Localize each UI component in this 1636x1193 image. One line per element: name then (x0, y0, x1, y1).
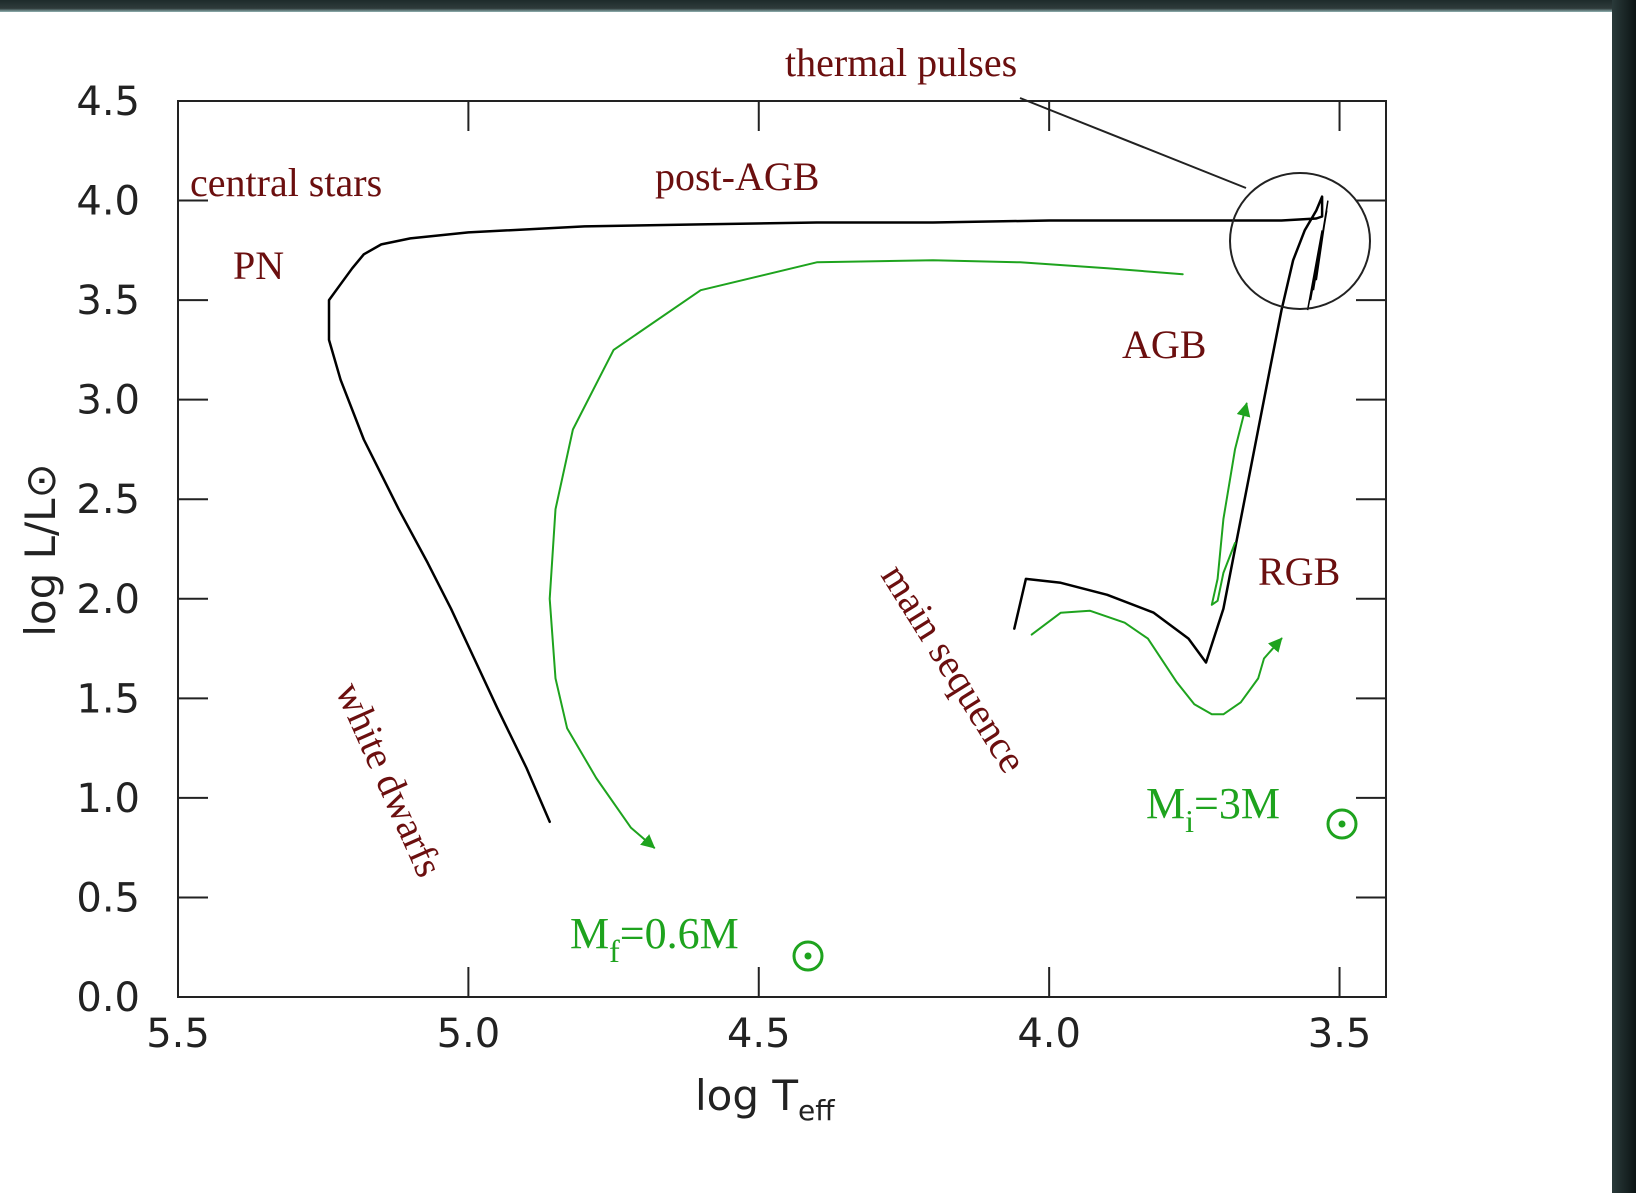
y-tick-label: 4.0 (76, 179, 140, 225)
guide-arrow-3 (548, 259, 1184, 849)
x-tick-label: 4.0 (1017, 1011, 1081, 1057)
window-right-edge (1612, 0, 1636, 1193)
thermal-pulses-circle (1229, 172, 1371, 310)
label-white-dwarfs: white dwarfs (327, 675, 453, 883)
label-rgb: RGB (1258, 549, 1340, 594)
label-pn: PN (233, 243, 284, 288)
thermal-pulses-pointer (1019, 97, 1247, 189)
x-tick-label: 5.0 (437, 1011, 501, 1057)
guide-arrow-1 (1030, 609, 1283, 716)
y-tick-label: 0.0 (76, 975, 140, 1021)
sun-symbol-icon (1326, 808, 1358, 840)
y-tick-label: 1.5 (76, 676, 140, 722)
label-final-mass: Mf=0.6M (570, 909, 739, 969)
x-tick-label: 3.5 (1308, 1011, 1372, 1057)
y-tick-label: 2.0 (76, 577, 140, 623)
label-agb: AGB (1122, 322, 1206, 367)
y-axis-title: log L/L⊙ (16, 463, 65, 637)
x-tick-label: 5.5 (146, 1011, 210, 1057)
x-axis-ticks: 5.5 5.0 4.5 4.0 3.5 (146, 101, 1371, 1057)
plot-frame (177, 100, 1387, 998)
label-initial-mass-value: =3M (1194, 779, 1280, 828)
y-tick-label: 2.5 (76, 477, 140, 523)
label-final-mass-subscript: f (609, 933, 620, 969)
guide-arrow-2 (1210, 402, 1251, 606)
label-central-stars: central stars (190, 160, 382, 205)
y-tick-label: 0.5 (76, 875, 140, 921)
x-tick-label: 4.5 (727, 1011, 791, 1057)
label-initial-mass: Mi=3M (1146, 779, 1280, 839)
label-post-agb: post-AGB (655, 154, 819, 199)
y-tick-label: 1.0 (76, 776, 140, 822)
y-tick-label: 3.0 (76, 378, 140, 424)
label-main-sequence: main sequence (872, 556, 1036, 780)
evolution-track-line (327, 195, 1324, 824)
x-axis-title-subscript: eff (798, 1094, 835, 1127)
y-axis-ticks: 0.0 0.5 1.0 1.5 2.0 2.5 3.0 3.5 4.0 4.5 (76, 79, 1386, 1021)
thermal-pulse-loops (1306, 200, 1329, 311)
window-top-bar (0, 0, 1636, 12)
label-initial-mass-subscript: i (1185, 803, 1194, 839)
evolution-tracks (327, 195, 1329, 849)
label-thermal-pulses: thermal pulses (785, 40, 1017, 85)
sun-symbol-icon (792, 940, 824, 972)
x-axis-title: log Teff (695, 1071, 835, 1127)
y-tick-label: 4.5 (76, 79, 140, 125)
label-final-mass-value: =0.6M (620, 909, 739, 958)
y-tick-label: 3.5 (76, 278, 140, 324)
